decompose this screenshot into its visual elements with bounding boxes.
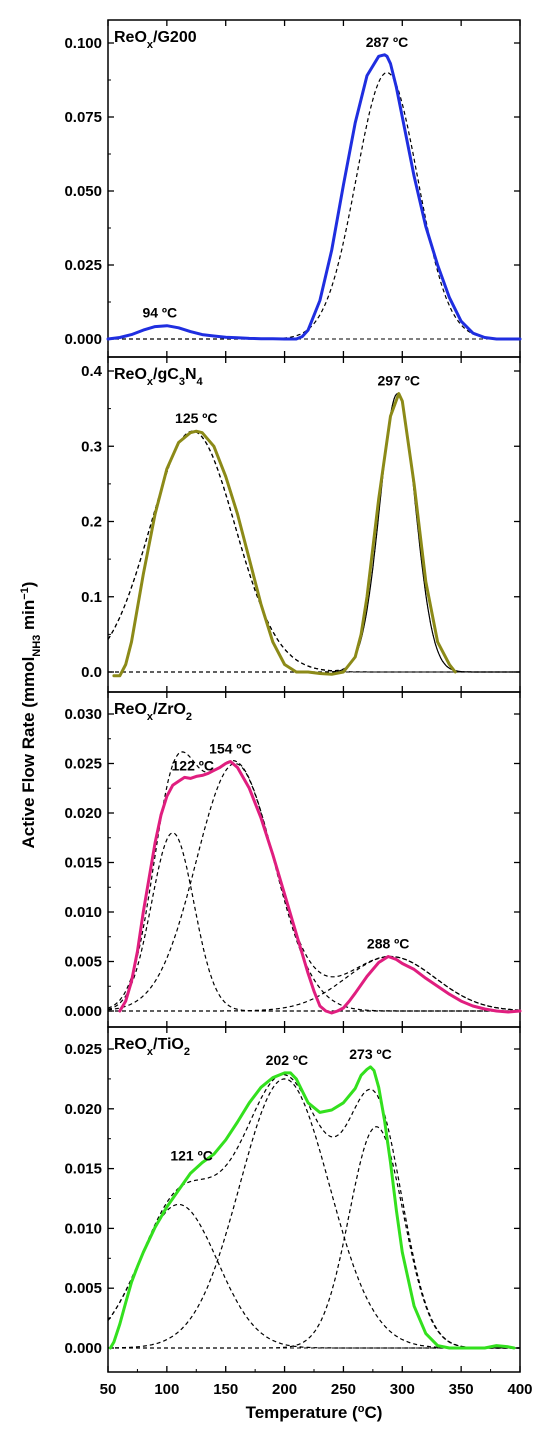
x-tick-label: 350 <box>449 1381 474 1398</box>
y-tick-label: 0.020 <box>64 805 102 822</box>
panel-frame <box>107 691 521 1028</box>
fit-envelope <box>107 392 520 673</box>
panel-label: ReOx/gC3N4 <box>114 366 204 388</box>
fit-peak-1 <box>107 1203 520 1349</box>
peak-label: 202 ºC <box>266 1052 308 1068</box>
panel-3: 0.000 0.005 0.010 0.015 0.020 0.025 0.030 122 º… <box>64 691 522 1028</box>
panel-1: 0.000 0.025 0.050 0.075 0.100 94 ºC 287 ºC ReOx… <box>64 19 522 358</box>
fit-peak-3 <box>108 955 521 1012</box>
panel-label: ReOx/TiO2 <box>114 1036 190 1058</box>
panels: 0.000 0.025 0.050 0.075 0.100 94 ºC 287 ºC ReOx… <box>64 19 522 1373</box>
x-tick-label: 200 <box>272 1381 297 1398</box>
peak-label: 122 ºC <box>172 757 214 773</box>
tpd-series-3 <box>118 760 522 1015</box>
peak-label: 287 ºC <box>366 34 408 50</box>
panel-label: ReOx/ZrO2 <box>114 701 192 723</box>
y-tick-label: 0.0 <box>81 664 102 681</box>
x-tick-label: 300 <box>390 1381 415 1398</box>
x-axis: 50 100 150 200 250 300 350 400 <box>100 1369 533 1398</box>
x-axis-title: Temperature (oC) <box>246 1403 383 1422</box>
fit-peak-2 <box>107 762 520 1012</box>
tpd-series-1 <box>106 53 522 341</box>
fit-peak-2 <box>108 392 520 673</box>
x-tick-label: 250 <box>331 1381 356 1398</box>
tpd-series-2 <box>112 392 457 678</box>
fit-peak-2 <box>108 1078 520 1349</box>
x-tick-label: 50 <box>100 1381 117 1398</box>
panel-label: ReOx/G200 <box>114 29 197 51</box>
y-tick-label: 0.010 <box>64 1220 102 1237</box>
peak-label: 297 ºC <box>378 373 420 389</box>
x-tick-label: 150 <box>213 1381 238 1398</box>
y-tick-label: 0.005 <box>64 954 102 971</box>
panel-4: 0.000 0.005 0.010 0.015 0.020 0.025 121 ºC 202 … <box>64 1026 521 1373</box>
panel-frame <box>107 1026 521 1373</box>
fit-envelope <box>107 1073 520 1349</box>
y-tick-label: 0.015 <box>64 855 102 872</box>
y-tick-label: 0.025 <box>64 257 102 274</box>
y-tick-label: 0.4 <box>81 363 103 380</box>
peak-label: 125 ºC <box>175 410 217 426</box>
y-tick-label: 0.2 <box>81 514 102 531</box>
y-tick-label: 0.075 <box>64 109 102 126</box>
x-tick-label: 400 <box>507 1381 532 1398</box>
y-tick-label: 0.005 <box>64 1280 102 1297</box>
y-tick-label: 0.020 <box>64 1101 102 1118</box>
peak-label: 288 ºC <box>367 936 409 952</box>
y-tick-label: 0.000 <box>64 331 102 348</box>
y-tick-label: 0.025 <box>64 756 102 773</box>
fit-peak-1 <box>107 832 520 1012</box>
panel-frame <box>107 356 521 693</box>
y-axis-title: Active Flow Rate (mmolNH3 min−1) <box>19 582 43 849</box>
panel-2: 0.0 0.1 0.2 0.3 0.4 125 ºC 297 ºC ReOx/gC3N4 <box>81 356 521 693</box>
y-tick-label: 0.050 <box>64 183 102 200</box>
peak-label: 121 ºC <box>170 1148 212 1164</box>
fit-peak-3 <box>108 1126 520 1349</box>
fit-envelope <box>107 751 521 1011</box>
y-tick-label: 0.015 <box>64 1161 102 1178</box>
peak-label: 154 ºC <box>209 741 251 757</box>
y-tick-label: 0.025 <box>64 1041 102 1058</box>
tpd-series-4 <box>108 1065 516 1350</box>
y-tick-label: 0.030 <box>64 706 102 723</box>
y-tick-label: 0.1 <box>81 589 102 606</box>
y-tick-label: 0.100 <box>64 35 102 52</box>
y-tick-label: 0.000 <box>64 1003 102 1020</box>
y-tick-label: 0.010 <box>64 904 102 921</box>
y-tick-label: 0.000 <box>64 1340 102 1357</box>
peak-label: 94 ºC <box>142 305 177 321</box>
x-tick-label: 100 <box>154 1381 179 1398</box>
fit-peak-1 <box>107 430 520 673</box>
y-tick-label: 0.3 <box>81 438 102 455</box>
peak-label: 273 ºC <box>349 1046 391 1062</box>
fit-peak-1 <box>108 71 520 340</box>
